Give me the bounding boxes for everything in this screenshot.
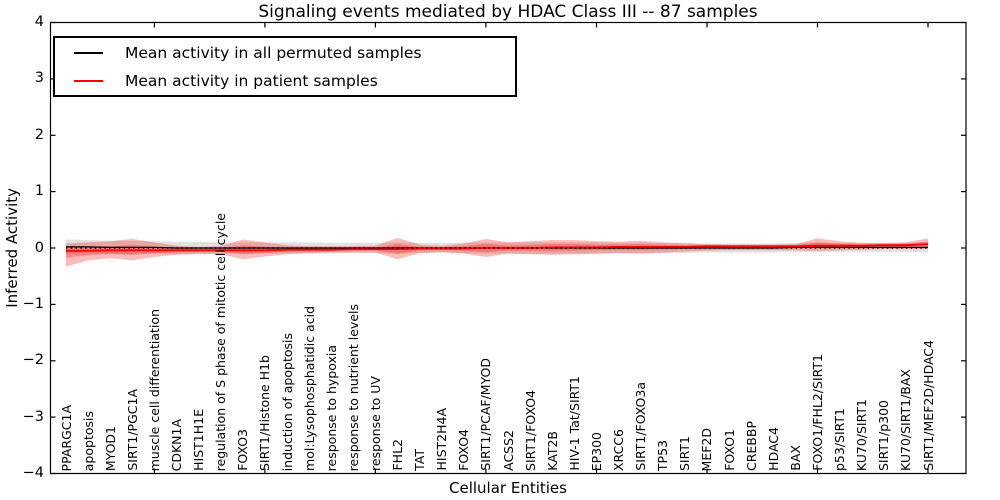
y-tick-label: 0 [34, 239, 44, 256]
x-category-label: p53/SIRT1 [832, 407, 848, 471]
legend-item-permuted: Mean activity in all permuted samples [55, 39, 515, 67]
x-category-label: muscle cell differentiation [146, 308, 162, 471]
x-category-label: PPARGC1A [58, 404, 74, 471]
legend-label: Mean activity in all permuted samples [125, 43, 422, 62]
x-category-label: SIRT1/FOXO4 [522, 390, 538, 471]
x-category-label: SIRT1/MEF2D/HDAC4 [920, 340, 936, 471]
x-category-label: KU70/SIRT1/BAX [898, 368, 914, 471]
x-category-label: mol:Lysophosphatidic acid [301, 306, 317, 471]
legend-item-patient: Mean activity in patient samples [55, 67, 515, 95]
x-category-label: MEF2D [699, 427, 715, 471]
permuted-line-sample-icon [74, 51, 103, 54]
x-category-label: induction of apoptosis [279, 332, 295, 471]
x-category-label: HIV-1 Tat/SIRT1 [566, 376, 582, 471]
x-category-label: response to hypoxia [323, 344, 339, 471]
legend-box: Mean activity in all permuted samples Me… [53, 36, 517, 97]
y-tick-label: −1 [22, 295, 44, 312]
x-category-label: TAT [412, 449, 428, 471]
x-category-label: SIRT1/PCAF/MYOD [478, 358, 494, 471]
x-category-label: SIRT1 [677, 436, 693, 471]
y-tick-label: −4 [22, 465, 44, 481]
x-category-label: BAX [787, 445, 803, 471]
legend-label: Mean activity in patient samples [125, 71, 378, 90]
y-tick-label: −3 [22, 408, 44, 425]
x-category-label: ACSS2 [500, 430, 516, 471]
x-category-label: SIRT1/Histone H1b [257, 354, 273, 471]
x-category-label: FOXO1 [721, 429, 737, 471]
y-tick-label: 4 [34, 14, 44, 30]
x-category-label: regulation of S phase of mitotic cell cy… [213, 212, 229, 471]
x-category-label: apoptosis [80, 410, 96, 471]
x-category-label: MYOD1 [102, 425, 118, 471]
x-category-label: FOXO4 [456, 429, 472, 471]
x-category-label: HIST2H4A [434, 408, 450, 471]
x-category-label: SIRT1/PGC1A [124, 389, 140, 471]
x-category-label: response to UV [367, 376, 383, 471]
x-category-label: FOXO3 [235, 429, 251, 471]
x-category-label: KAT2B [544, 431, 560, 471]
x-category-label: SIRT1/p300 [876, 400, 892, 471]
x-category-label: response to nutrient levels [345, 303, 361, 471]
x-category-label: TP53 [655, 439, 671, 471]
x-category-label: FOXO1/FHL2/SIRT1 [809, 354, 825, 471]
x-category-label: SIRT1/FOXO3a [633, 382, 649, 471]
y-tick-label: −2 [22, 352, 44, 369]
patient-line-sample-icon [74, 79, 103, 82]
x-axis-label: Cellular Entities [449, 479, 567, 497]
chart-title: Signaling events mediated by HDAC Class … [258, 2, 758, 22]
x-category-label: CREBBP [743, 421, 759, 471]
x-category-label: KU70/SIRT1 [854, 398, 870, 471]
y-tick-label: 3 [34, 70, 44, 87]
x-category-label: EP300 [588, 431, 604, 471]
x-category-label: HDAC4 [765, 427, 781, 471]
y-tick-label: 1 [34, 183, 44, 200]
x-category-label: FHL2 [390, 439, 406, 471]
x-category-label: HIST1H1E [191, 409, 207, 471]
x-category-label: XRCC6 [611, 428, 627, 471]
y-tick-label: 2 [34, 126, 44, 143]
x-category-label: CDKN1A [169, 418, 184, 471]
